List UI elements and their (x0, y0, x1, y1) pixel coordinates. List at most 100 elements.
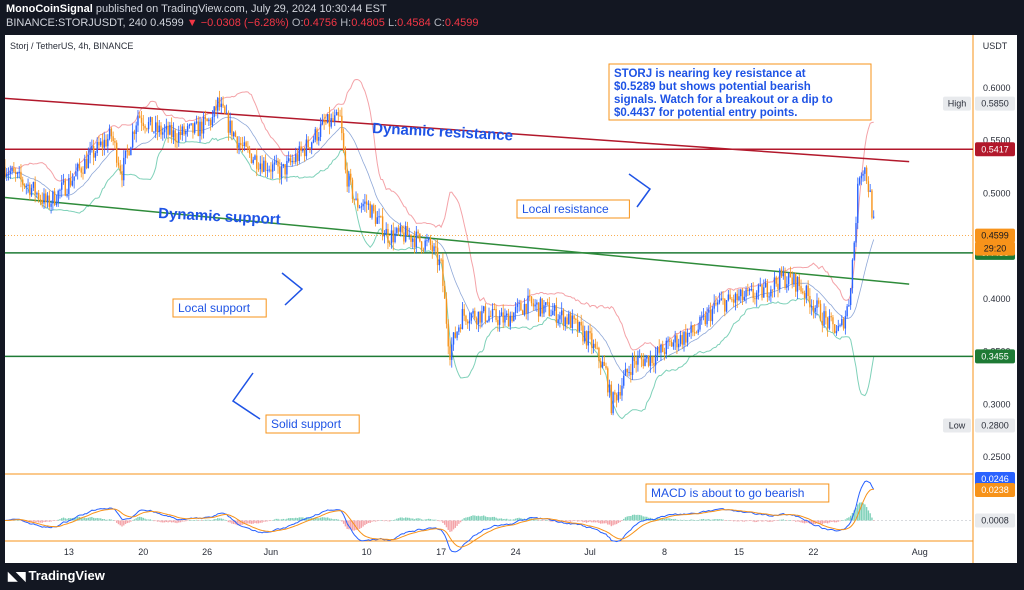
macd-histogram-bar (185, 520, 187, 522)
candle-body (864, 167, 866, 174)
low-badge-text: 0.2800 (981, 421, 1009, 431)
macd-histogram-bar (215, 518, 217, 521)
macd-histogram-bar (601, 520, 604, 524)
macd-histogram-bar (193, 520, 196, 521)
candle-body (172, 130, 175, 138)
solid-support-arrow-icon (231, 372, 261, 420)
candle-body (75, 171, 77, 177)
candle-body (747, 289, 749, 292)
countdown-badge-bg (975, 241, 1015, 256)
candle-body (704, 315, 706, 325)
macd-signal-line (5, 488, 874, 548)
candle-body (108, 128, 111, 139)
candle-body (481, 311, 483, 323)
candle-body (825, 311, 827, 318)
macd-histogram-bar (282, 518, 285, 521)
candle-body (112, 136, 114, 142)
macd-histogram-bar (704, 519, 706, 521)
candle-body (98, 141, 100, 146)
macd-histogram-bar (748, 520, 751, 521)
macd-histogram-bar (43, 520, 45, 523)
candle-body (805, 285, 808, 299)
candle-body (631, 357, 634, 375)
candle-body (268, 169, 270, 171)
candle-body (858, 178, 861, 184)
macd-histogram-bar (589, 520, 591, 522)
macd-histogram-bar (745, 520, 747, 522)
macd-histogram-bar (479, 516, 481, 521)
local-resistance-label: Local resistance (522, 202, 609, 216)
candle-body (677, 343, 680, 348)
macd-histogram-bar (337, 519, 340, 521)
candle-body (672, 342, 675, 347)
macd-histogram-bar (169, 520, 171, 522)
publisher-name[interactable]: MonoCoinSignal (6, 3, 93, 15)
candle-body (376, 217, 379, 224)
candle-body (656, 347, 659, 355)
macd-histogram-bar (266, 520, 269, 522)
macd-histogram-bar (458, 520, 460, 524)
candle-body (635, 361, 637, 365)
candle-body (153, 131, 155, 133)
macd-histogram-bar (718, 519, 721, 521)
macd-histogram-bar (318, 518, 320, 521)
macd-histogram-bar (286, 518, 288, 521)
price-tick-label: 0.4000 (983, 294, 1011, 304)
candle-body (91, 145, 93, 150)
local-resistance-arrow-icon (628, 173, 652, 208)
candle-body (532, 303, 535, 307)
candle-body (497, 319, 499, 325)
candle-body (238, 142, 240, 149)
macd-histogram-bar (108, 519, 111, 521)
macd-histogram-bar (429, 519, 432, 521)
macd-histogram-bar (176, 520, 178, 524)
candle-body (477, 311, 480, 325)
macd-histogram-bar (263, 520, 265, 522)
macd-histogram-bar (403, 518, 405, 521)
macd-histogram-bar (316, 517, 318, 521)
macd-histogram-bar (257, 520, 260, 524)
macd-histogram-bar (179, 520, 182, 523)
candle-body (277, 160, 279, 167)
candle-body (818, 300, 820, 304)
candle-body (587, 331, 589, 346)
candle-body (759, 284, 761, 286)
candle-body (373, 205, 375, 212)
macd-histogram-bar (709, 519, 712, 521)
candle-body (560, 310, 563, 316)
candle-body (215, 106, 217, 111)
candle-body (709, 309, 712, 322)
macd-histogram-bar (220, 518, 222, 521)
macd-histogram-bar (256, 520, 258, 524)
macd-histogram-bar (635, 514, 637, 521)
macd-histogram-bar (584, 520, 586, 523)
candle-body (780, 269, 783, 277)
candle-body (693, 332, 696, 334)
candle-body (263, 160, 265, 172)
macd-histogram-bar (178, 520, 180, 523)
macd-histogram-bar (869, 513, 871, 521)
macd-histogram-bar (233, 520, 235, 524)
macd-histogram-bar (717, 519, 719, 521)
candle-body (865, 167, 868, 182)
candle-body (768, 296, 770, 298)
candle-body (332, 118, 334, 122)
candle-body (371, 205, 373, 218)
macd-histogram-bar (151, 520, 153, 521)
macd-histogram-bar (247, 520, 249, 524)
candle-body (667, 340, 669, 342)
candle-body (779, 269, 781, 289)
low-badge-tag-bg (943, 418, 971, 433)
candle-body (399, 226, 402, 232)
macd-histogram-bar (64, 518, 66, 521)
macd-histogram-bar (481, 515, 483, 521)
candle-body (479, 311, 481, 323)
price-chart-svg[interactable]: Storj / TetherUS, 4h, BINANCE USDT 0.6000 0… (5, 35, 1017, 563)
macd-histogram-bar (85, 518, 88, 521)
candle-body (296, 154, 299, 162)
candle-body (740, 289, 742, 297)
macd-histogram-bar (298, 517, 301, 521)
chart-panel[interactable]: Storj / TetherUS, 4h, BINANCE USDT 0.6000 0… (5, 35, 1017, 563)
macd-histogram-bar (451, 520, 453, 532)
macd-histogram-bar (720, 519, 722, 521)
